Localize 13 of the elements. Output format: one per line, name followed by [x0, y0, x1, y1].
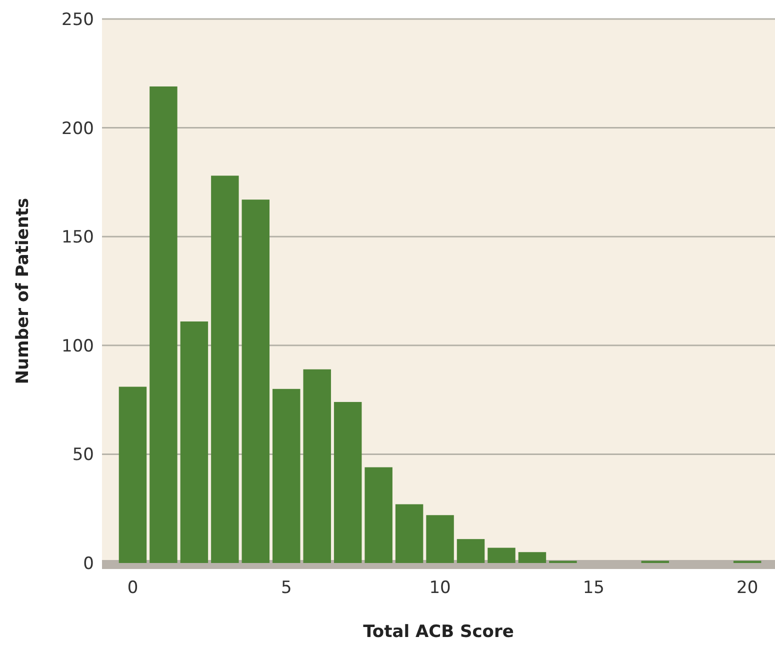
x-tick-label: 20	[736, 578, 758, 598]
y-tick-label: 50	[72, 445, 94, 466]
y-tick-label: 0	[83, 554, 94, 574]
x-axis-title: Total ACB Score	[363, 622, 514, 642]
y-tick-label: 100	[62, 336, 94, 356]
y-tick-label: 200	[62, 118, 94, 139]
x-tick-label: 10	[429, 578, 451, 598]
y-tick-label: 150	[62, 228, 94, 248]
x-tick-label: 5	[280, 578, 292, 598]
y-axis-title: Number of Patients	[13, 198, 33, 384]
x-tick-label: 15	[582, 578, 605, 598]
x-tick-label: 0	[127, 578, 138, 598]
y-tick-label: 250	[62, 10, 94, 30]
